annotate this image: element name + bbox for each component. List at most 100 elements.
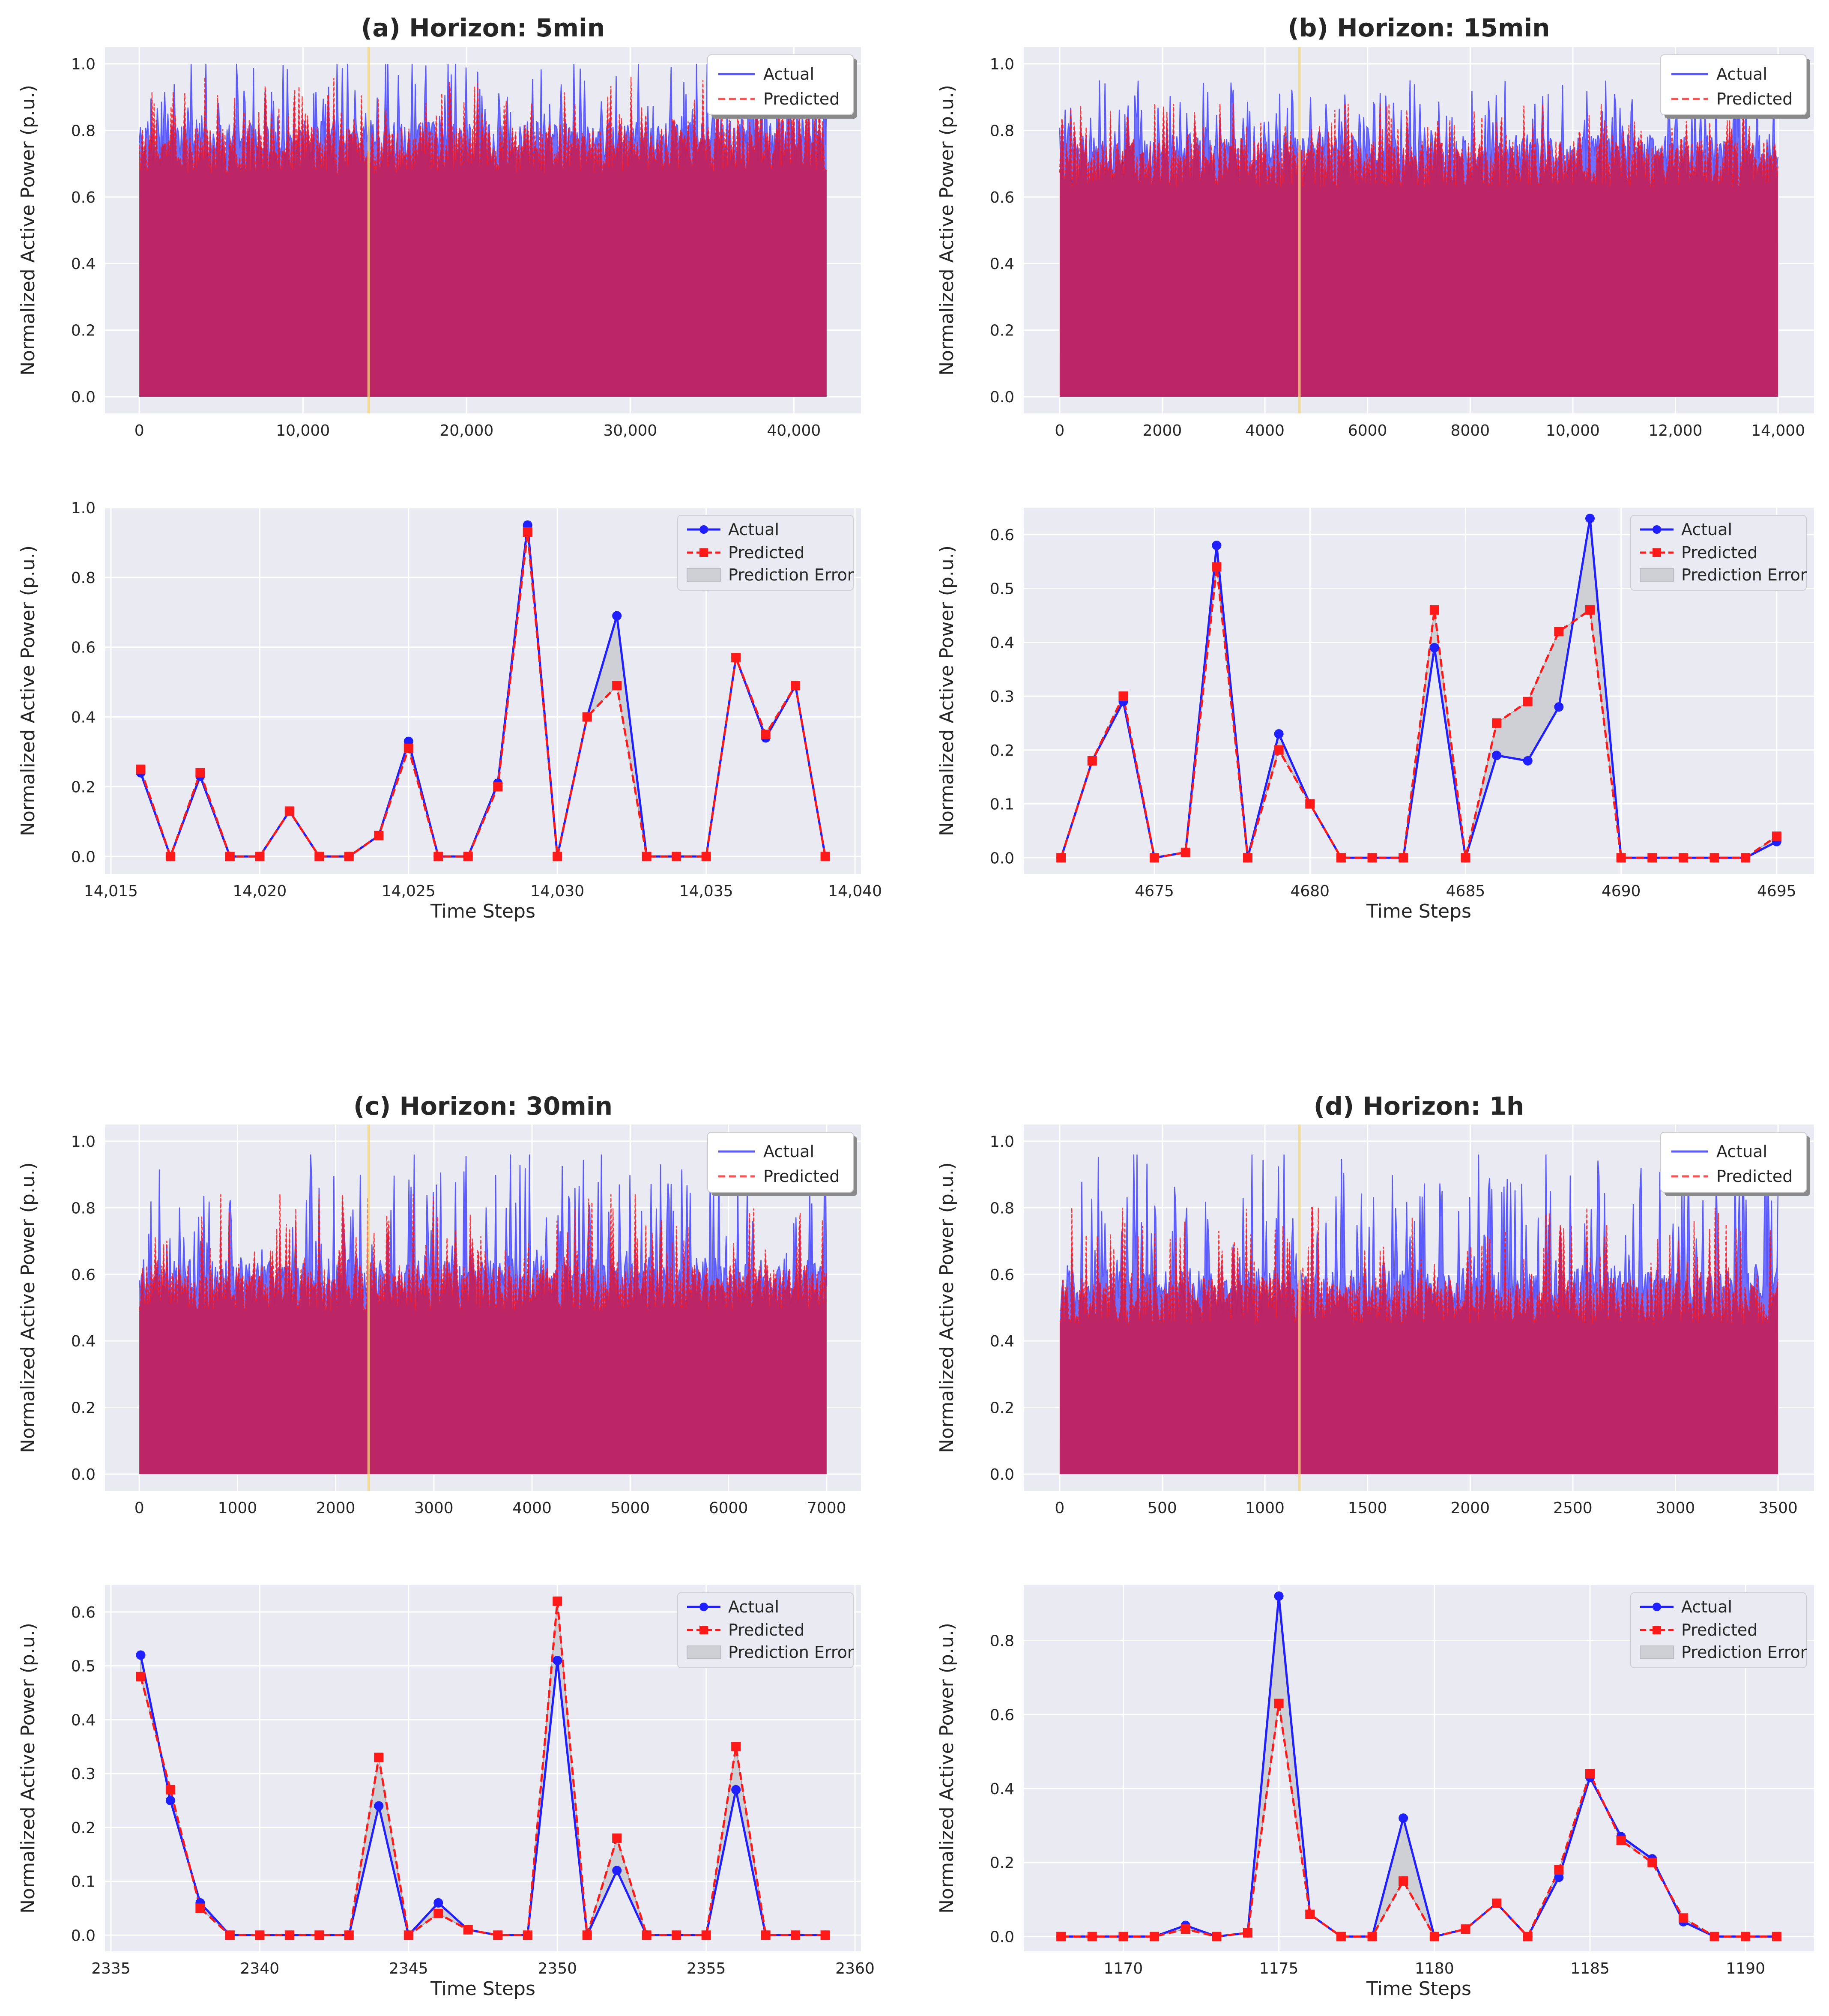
x-tick-label: 2000	[316, 1499, 356, 1517]
y-tick-label: 1.0	[71, 500, 96, 517]
y-tick-label: 0.2	[990, 1400, 1014, 1417]
data-point-actual	[1585, 514, 1595, 523]
x-tick-label: 1000	[1245, 1499, 1285, 1517]
legend-label-actual: Actual	[763, 1142, 814, 1161]
x-tick-label: 1500	[1348, 1499, 1387, 1517]
legend-label-actual: Actual	[1681, 1597, 1732, 1616]
y-tick-label: 1.0	[71, 1133, 96, 1151]
data-point-predicted	[433, 852, 443, 861]
y-tick-label: 0.8	[990, 1633, 1014, 1650]
y-tick-label: 0.6	[71, 189, 96, 206]
y-tick-label: 0.2	[990, 322, 1014, 340]
data-point-predicted	[165, 1785, 175, 1795]
series-predicted-line	[1059, 1207, 1779, 1325]
data-point-predicted	[1367, 1932, 1377, 1941]
panel-d-overview: 0 500 1000 1500 2000 2500 3000 3500 0.0 0.2 0.4 0.6…	[936, 1092, 1814, 1517]
x-tick-label: 4000	[1245, 422, 1285, 440]
data-point-predicted	[225, 1930, 235, 1940]
data-point-actual	[1212, 541, 1222, 550]
y-tick-labels: 0.0 0.2 0.4 0.6 0.8 1.0	[71, 500, 96, 866]
data-point-predicted	[374, 831, 384, 840]
data-point-actual	[1429, 643, 1439, 652]
data-point-predicted	[403, 1930, 413, 1940]
data-point-predicted	[791, 1930, 801, 1940]
y-axis-label: Normalized Active Power (p.u.)	[936, 1162, 958, 1453]
data-point-predicted	[1461, 1924, 1470, 1934]
y-tick-label: 0.2	[71, 322, 96, 340]
panel-d-zoom: 1170 1175 1180 1185 1190 0.0 0.2 0.4 0.6 0.8 Norma…	[936, 1585, 1814, 2000]
y-axis-label: Normalized Active Power (p.u.)	[17, 545, 39, 836]
data-point-predicted	[1709, 1932, 1719, 1941]
data-point-predicted	[1429, 605, 1439, 615]
x-axis-label: Time Steps	[1366, 900, 1471, 922]
x-tick-label: 7000	[807, 1499, 846, 1517]
series-actual-line	[1061, 1596, 1777, 1938]
data-point-predicted	[1585, 1769, 1595, 1779]
y-tick-label: 0.6	[990, 1266, 1014, 1284]
y-tick-label: 0.4	[71, 1333, 96, 1350]
x-tick-label: 3000	[1656, 1499, 1695, 1517]
legend-label-predicted: Predicted	[728, 543, 804, 562]
y-tick-label: 0.6	[990, 189, 1014, 206]
legend: Actual Predicted Prediction Error	[677, 1592, 854, 1668]
legend-swatch-error	[1640, 568, 1674, 582]
x-tick-labels: 0 2000 4000 6000 8000 10,000 12,000 14,000	[1055, 422, 1805, 440]
series-predicted-area	[139, 1194, 827, 1475]
x-tick-label: 1175	[1259, 1960, 1299, 1977]
data-point-predicted	[1212, 1932, 1222, 1941]
data-point-predicted	[225, 852, 235, 861]
data-point-predicted	[820, 1930, 830, 1940]
y-tick-label: 0.0	[990, 389, 1014, 406]
x-tick-label: 0	[134, 1499, 144, 1517]
legend-label-predicted: Predicted	[1681, 543, 1757, 562]
series-predicted-line	[1059, 104, 1779, 188]
data-point-predicted	[1367, 853, 1377, 863]
x-tick-label: 2000	[1450, 1499, 1490, 1517]
y-tick-labels: 0.0 0.1 0.2 0.3 0.4 0.5 0.6	[990, 526, 1014, 867]
y-tick-label: 0.2	[71, 1400, 96, 1417]
x-tick-label: 12,000	[1649, 422, 1703, 440]
x-tick-label: 6000	[1348, 422, 1387, 440]
data-point-predicted	[820, 852, 830, 861]
data-point-actual	[1554, 702, 1564, 712]
legend-marker-actual	[699, 525, 708, 534]
data-point-predicted	[463, 852, 473, 861]
panel-c-overview: 0 1000 2000 3000 4000 5000 6000 70000.00.20.40.…	[17, 1092, 861, 1517]
data-point-predicted	[1585, 605, 1595, 615]
data-point-predicted	[314, 1930, 324, 1940]
x-tick-label: 1000	[218, 1499, 257, 1517]
data-point-predicted	[1150, 1932, 1160, 1941]
x-tick-label: 4685	[1446, 882, 1485, 900]
data-point-predicted	[1492, 1898, 1502, 1908]
x-tick-labels: 0 500 1000 1500 2000 2500 3000 3500	[1055, 1499, 1798, 1517]
legend: Actual Predicted Prediction Error	[677, 515, 854, 591]
legend-label-predicted: Predicted	[728, 1621, 804, 1639]
data-point-predicted	[553, 1596, 562, 1606]
x-tick-label: 10,000	[1546, 422, 1600, 440]
x-tick-label: 0	[1055, 422, 1064, 440]
data-point-predicted	[1772, 831, 1781, 841]
data-point-predicted	[1554, 1865, 1564, 1875]
data-point-predicted	[1150, 853, 1160, 863]
y-tick-label: 0.8	[71, 122, 96, 140]
data-point-predicted	[701, 1930, 711, 1940]
data-point-predicted	[553, 852, 562, 861]
legend-label-actual: Actual	[763, 65, 814, 84]
y-tick-label: 1.0	[71, 56, 96, 73]
y-tick-label: 0.5	[990, 580, 1014, 598]
legend-label-predicted: Predicted	[763, 1167, 840, 1186]
panel-title: (a) Horizon: 5min	[361, 13, 605, 42]
legend-label-actual: Actual	[1716, 65, 1767, 84]
y-axis-label: Normalized Active Power (p.u.)	[936, 85, 958, 376]
series-predicted-markers	[1056, 562, 1781, 863]
data-point-predicted	[1087, 1932, 1097, 1941]
x-tick-label: 14,030	[530, 882, 584, 900]
y-tick-label: 0.4	[990, 255, 1014, 273]
y-tick-label: 0.4	[71, 1711, 96, 1729]
data-point-predicted	[791, 681, 801, 691]
legend: Actual Predicted	[1660, 54, 1810, 119]
data-point-predicted	[1056, 853, 1066, 863]
data-point-actual	[1492, 751, 1502, 760]
y-tick-label: 0.8	[71, 1199, 96, 1217]
y-tick-label: 0.2	[71, 1819, 96, 1837]
